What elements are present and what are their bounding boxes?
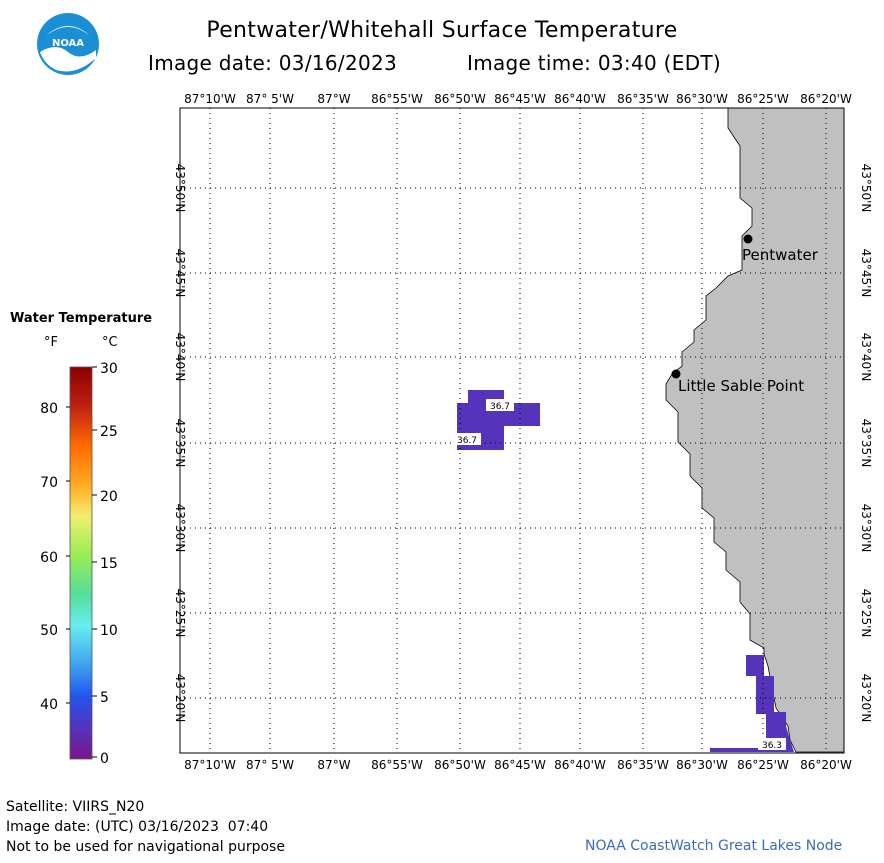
lat-tick-label: 43°50'N [173,164,187,213]
lat-labels-left: 43°50'N 43°45'N 43°40'N 43°35'N 43°30'N 43°25… [173,164,187,723]
lon-tick-label: 86°50'W [434,92,486,106]
lon-tick-label: 86°40'W [554,92,606,106]
lon-tick-label: 86°20'W [800,758,852,772]
image-date: Image date: 03/16/2023 [148,51,398,75]
colorbar-f-ticks: 80 70 60 50 40 [40,401,70,713]
lat-tick-label: 43°40'N [859,333,873,382]
lat-tick-label: 43°50'N [859,164,873,213]
colorbar-c-tick: 30 [100,361,118,377]
lon-tick-label: 87°W [317,92,350,106]
colorbar-fill [69,366,93,760]
latitude-gridlines [180,187,844,699]
place-label-pentwater: Pentwater [742,246,819,264]
legend-title: Water Temperature [10,311,153,326]
credit-text: NOAA CoastWatch Great Lakes Node [585,838,843,854]
lon-tick-label: 86°45'W [494,92,546,106]
temp-label-bg [758,738,786,750]
lon-tick-label: 86°20'W [800,92,852,106]
noaa-logo: NOAA [37,13,99,75]
navigation-disclaimer: Not to be used for navigational purpose [6,839,285,855]
lon-tick-label: 86°50'W [434,758,486,772]
map-panel: 87°10'W 87° 5'W 87°W 86°55'W 86°50'W 86°45'W 8… [173,92,873,772]
satellite-name: Satellite: VIIRS_N20 [6,799,145,815]
place-marker-little-sable-point [671,369,681,379]
colorbar-f-tick: 70 [40,475,58,491]
colorbar-c-tick: 15 [100,556,118,572]
colorbar-f-tick: 40 [40,697,58,713]
legend-unit-c: °C [102,335,118,350]
lon-tick-label: 86°35'W [617,92,669,106]
lat-tick-label: 43°35'N [173,419,187,468]
lat-tick-label: 43°30'N [173,504,187,553]
place-marker-pentwater [743,234,753,244]
colorbar-c-tick: 20 [100,489,118,505]
colorbar-f-tick: 50 [40,623,58,639]
lat-tick-label: 43°20'N [859,674,873,723]
temp-label: 36.7 [457,436,477,446]
colorbar-c-tick: 10 [100,623,118,639]
lon-tick-label: 86°40'W [554,758,606,772]
temp-label-bg [486,399,514,411]
place-label-little-sable-point: Little Sable Point [678,377,804,395]
noaa-logo-text: NOAA [52,38,84,49]
lat-tick-label: 43°30'N [859,504,873,553]
lon-tick-label: 86°25'W [737,92,789,106]
lon-tick-label: 86°30'W [676,758,728,772]
lat-tick-label: 43°25'N [859,589,873,638]
map-frame [179,107,845,754]
lat-tick-label: 43°20'N [173,674,187,723]
lat-tick-label: 43°25'N [173,589,187,638]
colorbar-f-tick: 80 [40,401,58,417]
temp-label: 36.7 [490,402,510,412]
colorbar-f-tick: 60 [40,550,58,566]
colorbar-c-ticks: 30 25 20 15 10 5 0 [92,361,118,767]
lon-labels-top: 87°10'W 87° 5'W 87°W 86°55'W 86°50'W 86°45'W 8… [184,92,852,106]
lon-tick-label: 87°10'W [184,92,236,106]
lon-tick-label: 87°W [317,758,350,772]
colorbar-c-tick: 0 [100,751,109,767]
colorbar-c-tick: 25 [100,424,118,440]
lon-labels-bottom: 87°10'W 87° 5'W 87°W 86°55'W 86°50'W 86°45'W 8… [184,758,852,772]
utc-image-date: Image date: (UTC) 03/16/2023 07:40 [6,819,269,835]
lon-tick-label: 86°35'W [617,758,669,772]
lat-tick-label: 43°45'N [173,249,187,298]
lat-labels-right: 43°50'N 43°45'N 43°40'N 43°35'N 43°30'N 43°25… [859,164,873,723]
temp-label-bg [453,433,481,445]
lon-tick-label: 86°55'W [371,758,423,772]
lon-tick-label: 86°55'W [371,92,423,106]
page-title: Pentwater/Whitehall Surface Temperature [206,18,678,43]
legend-unit-f: °F [44,335,58,350]
sst-patch-south [710,655,794,752]
lon-tick-label: 87° 5'W [246,758,294,772]
lat-tick-label: 43°45'N [859,249,873,298]
lon-tick-label: 87°10'W [184,758,236,772]
temp-label: 36.3 [762,741,782,751]
lat-tick-label: 43°35'N [859,419,873,468]
footer-info: Satellite: VIIRS_N20 Image date: (UTC) 0… [6,797,285,857]
lon-tick-label: 86°25'W [737,758,789,772]
lon-tick-label: 86°30'W [676,92,728,106]
lat-tick-label: 43°40'N [173,333,187,382]
lon-tick-label: 86°45'W [494,758,546,772]
image-time: Image time: 03:40 (EDT) [467,51,722,75]
colorbar-c-tick: 5 [100,690,109,706]
lon-tick-label: 87° 5'W [246,92,294,106]
